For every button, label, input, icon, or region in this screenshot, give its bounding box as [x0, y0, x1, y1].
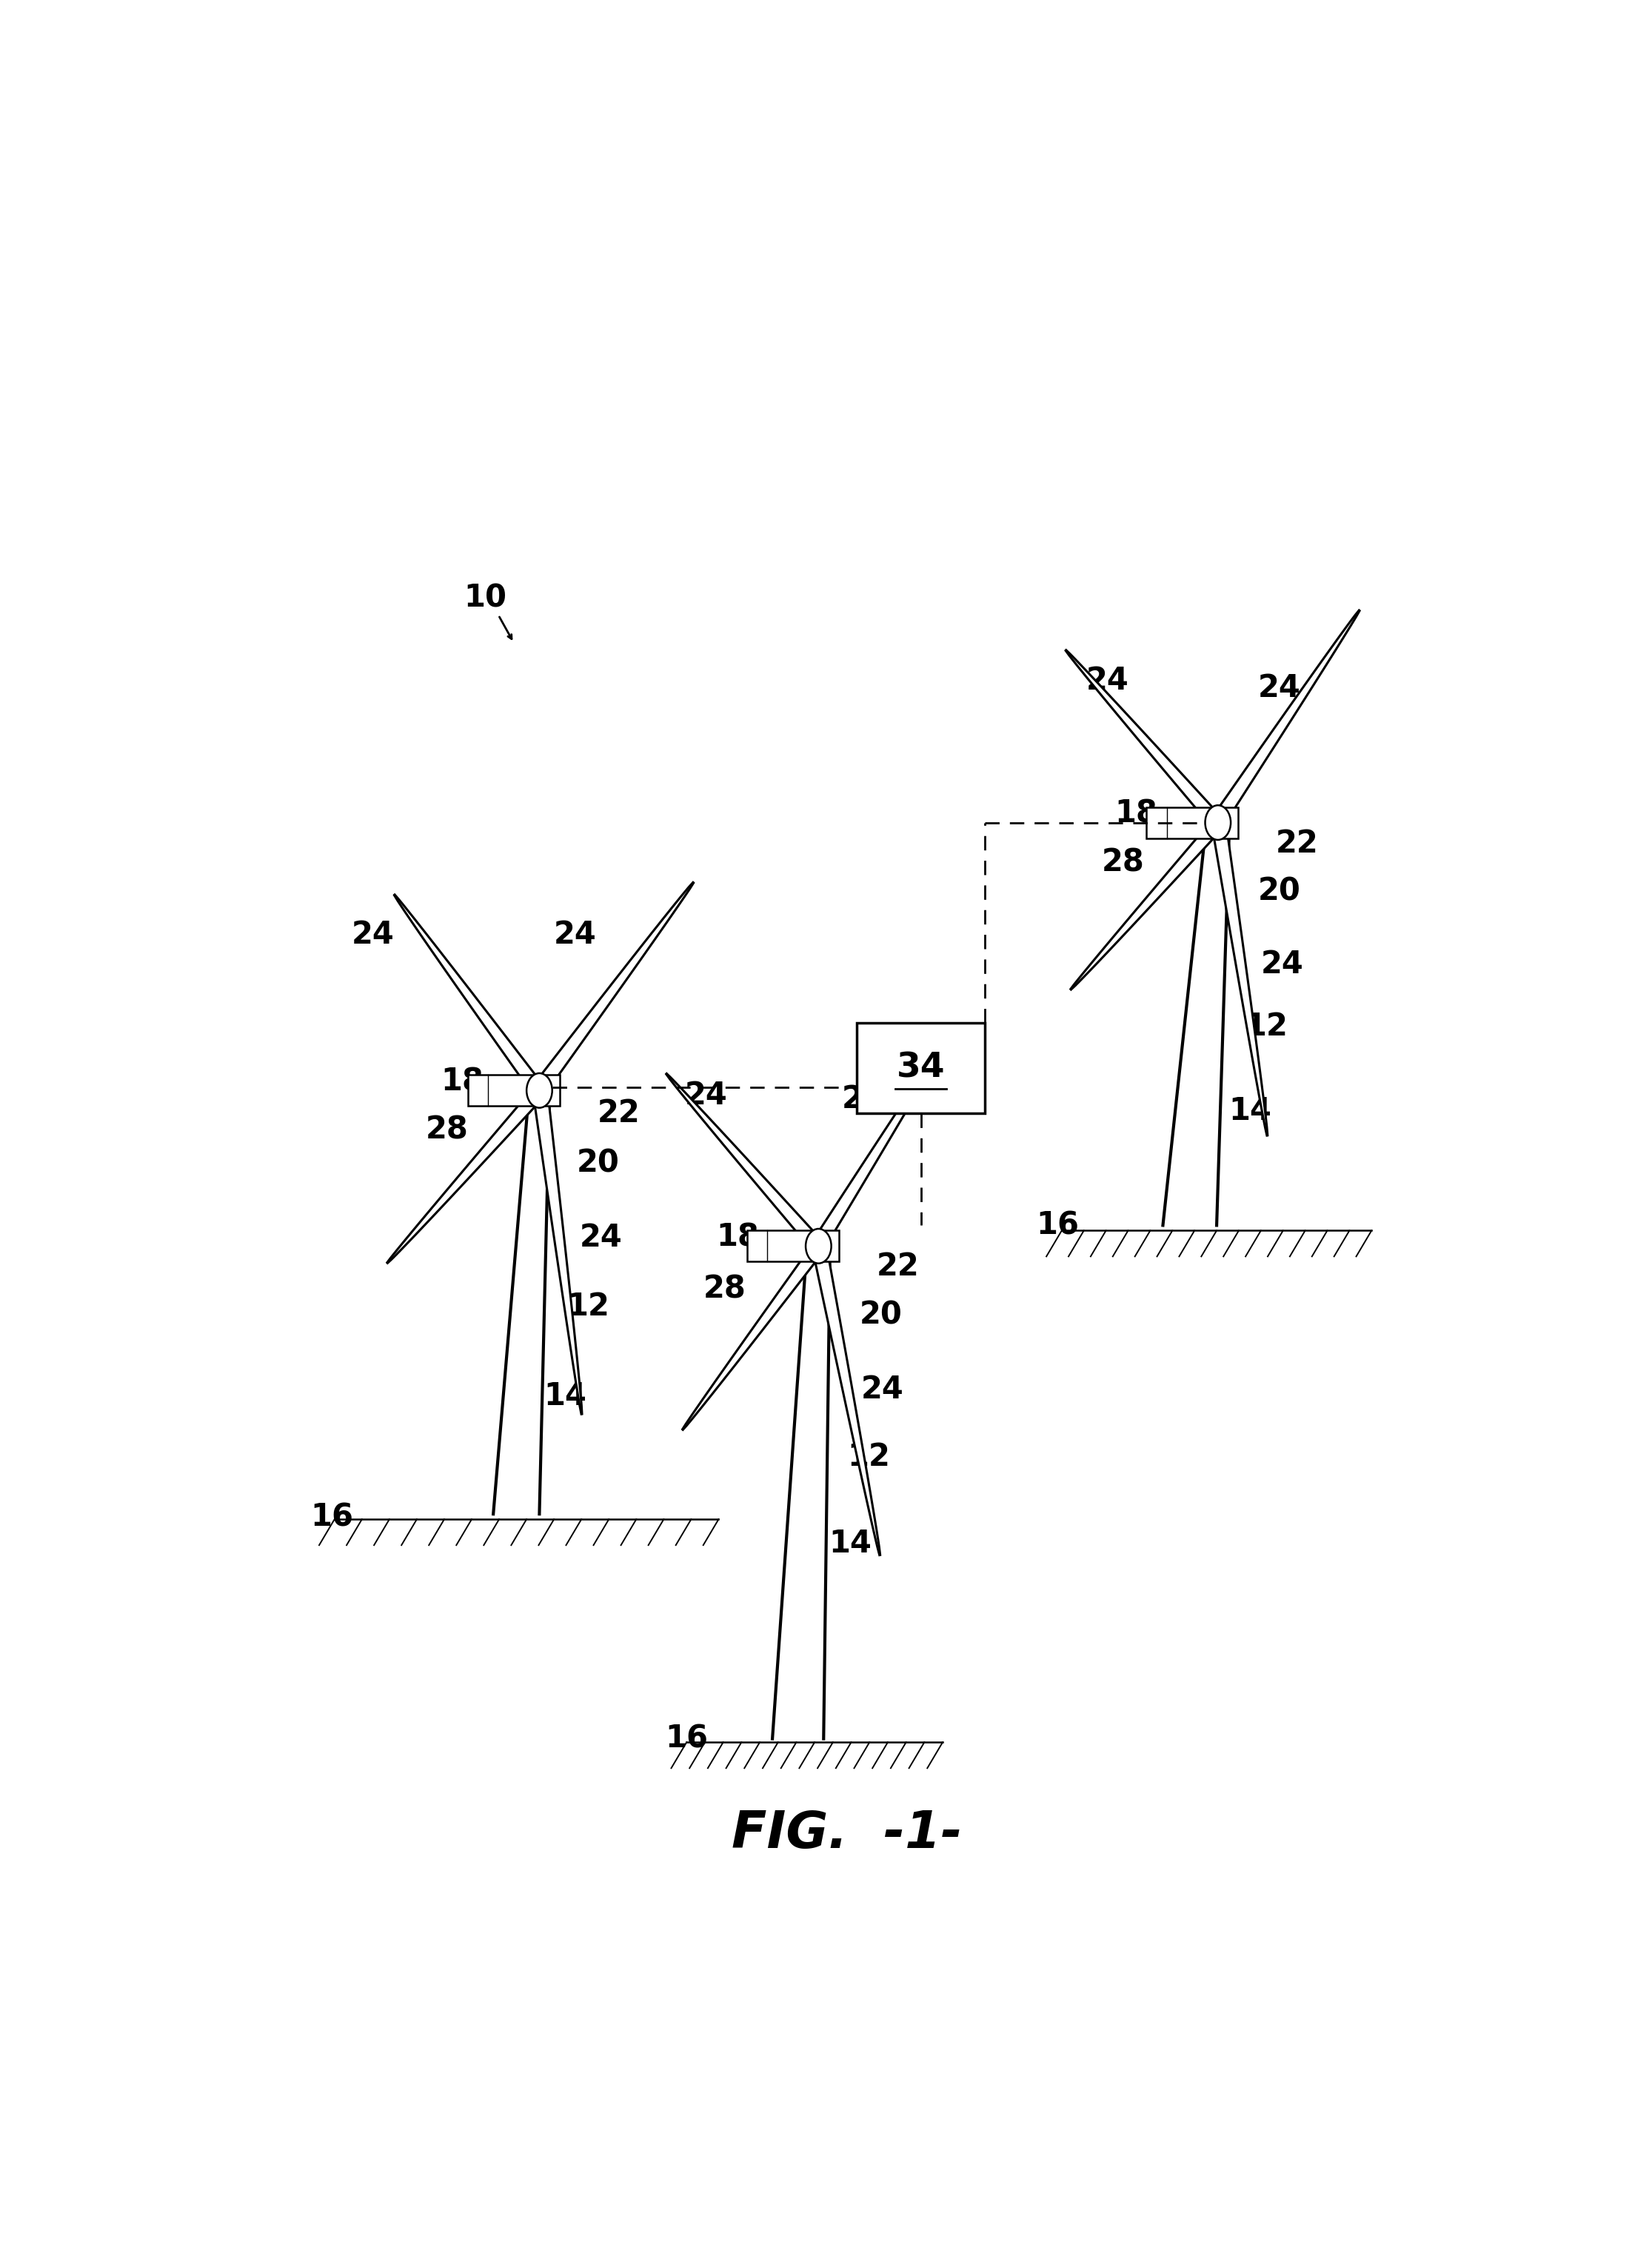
Text: 34: 34: [897, 1051, 945, 1084]
Text: FIG.  -1-: FIG. -1-: [732, 1809, 961, 1859]
Polygon shape: [1066, 651, 1221, 828]
Text: 24: 24: [580, 1221, 623, 1253]
Circle shape: [1206, 806, 1231, 840]
Circle shape: [527, 1073, 552, 1107]
Text: 20: 20: [859, 1300, 902, 1331]
Text: 24: 24: [861, 1374, 904, 1405]
Text: 16: 16: [311, 1502, 354, 1533]
Text: 20: 20: [1257, 876, 1300, 907]
Text: 14: 14: [829, 1529, 872, 1558]
Text: 28: 28: [1102, 846, 1145, 878]
Polygon shape: [534, 882, 694, 1096]
Text: 22: 22: [877, 1250, 919, 1282]
Text: 24: 24: [684, 1080, 727, 1111]
Text: 24: 24: [1087, 665, 1130, 696]
Text: 18: 18: [441, 1066, 484, 1098]
Polygon shape: [395, 896, 544, 1098]
Text: 20: 20: [577, 1147, 620, 1179]
Text: 28: 28: [704, 1273, 747, 1304]
Text: 22: 22: [598, 1098, 639, 1129]
Text: 16: 16: [666, 1724, 709, 1753]
Polygon shape: [1163, 822, 1229, 1226]
Text: 12: 12: [847, 1441, 890, 1473]
Text: 24: 24: [1260, 950, 1303, 979]
Text: 24: 24: [843, 1084, 885, 1116]
FancyBboxPatch shape: [468, 1075, 560, 1107]
Text: 24: 24: [1259, 671, 1300, 703]
Text: 24: 24: [352, 920, 395, 950]
Polygon shape: [387, 1084, 544, 1264]
FancyBboxPatch shape: [1146, 806, 1239, 837]
Polygon shape: [813, 1028, 955, 1250]
Text: 12: 12: [567, 1291, 610, 1322]
Polygon shape: [773, 1246, 829, 1738]
Polygon shape: [534, 1089, 582, 1414]
Text: 16: 16: [1036, 1210, 1079, 1241]
Polygon shape: [1211, 819, 1267, 1136]
Polygon shape: [494, 1091, 550, 1513]
Text: 28: 28: [426, 1116, 469, 1145]
Text: 18: 18: [717, 1221, 760, 1253]
Text: 24: 24: [553, 920, 596, 950]
Text: 22: 22: [1275, 828, 1318, 860]
Text: 14: 14: [544, 1381, 586, 1412]
Circle shape: [806, 1228, 831, 1264]
FancyBboxPatch shape: [857, 1024, 985, 1114]
Polygon shape: [813, 1244, 881, 1556]
Text: 10: 10: [464, 581, 507, 613]
Text: 12: 12: [1246, 1010, 1289, 1042]
FancyBboxPatch shape: [747, 1230, 839, 1262]
Polygon shape: [682, 1241, 823, 1430]
Text: 14: 14: [1229, 1096, 1272, 1127]
Polygon shape: [1070, 817, 1222, 990]
Polygon shape: [1213, 611, 1360, 828]
Polygon shape: [666, 1073, 823, 1253]
Text: 18: 18: [1115, 799, 1158, 828]
